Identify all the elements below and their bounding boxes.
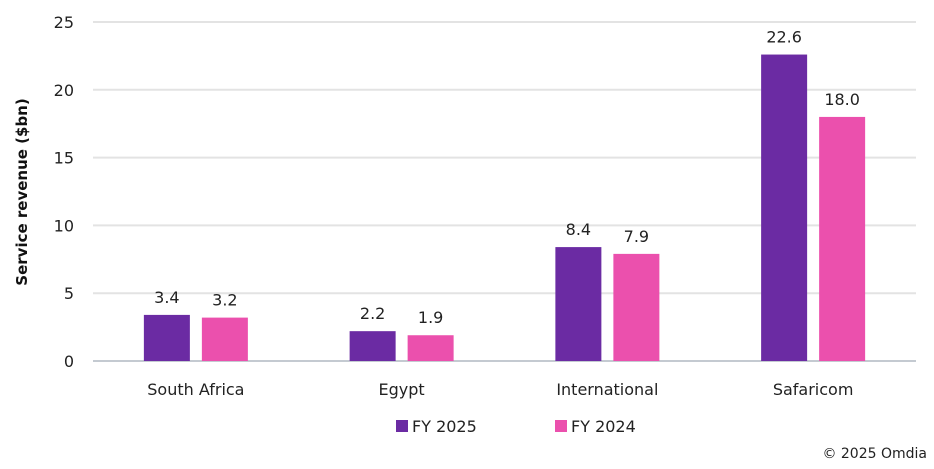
- bar: [143, 314, 190, 361]
- x-tick-label: Egypt: [379, 380, 425, 399]
- x-tick-label: Safaricom: [773, 380, 854, 399]
- data-label: 3.2: [212, 291, 237, 310]
- y-tick-label: 15: [54, 149, 74, 168]
- y-axis-ticks: 0 5 10 15 20 25: [54, 13, 74, 371]
- legend-label: FY 2025: [412, 417, 477, 436]
- data-label: 22.6: [766, 28, 802, 47]
- bar: [761, 54, 808, 361]
- y-tick-label: 5: [64, 284, 74, 303]
- bar: [613, 253, 660, 361]
- legend-label: FY 2024: [571, 417, 636, 436]
- legend-swatch: [555, 420, 567, 432]
- x-tick-label: South Africa: [147, 380, 244, 399]
- bars: 3.4 3.2 2.2 1.9 8.4 7.9 22.6 18.0: [143, 28, 866, 361]
- x-tick-label: International: [556, 380, 658, 399]
- copyright-notice: © 2025 Omdia: [822, 446, 927, 462]
- data-label: 7.9: [624, 227, 649, 246]
- data-label: 18.0: [824, 90, 860, 109]
- legend: FY 2025 FY 2024: [396, 417, 636, 436]
- data-label: 8.4: [566, 220, 591, 239]
- data-label: 1.9: [418, 308, 443, 327]
- bar: [201, 317, 248, 361]
- bar: [349, 331, 396, 361]
- bar: [819, 116, 866, 361]
- y-tick-label: 20: [54, 81, 74, 100]
- data-label: 3.4: [154, 288, 179, 307]
- y-tick-label: 10: [54, 216, 74, 235]
- data-label: 2.2: [360, 304, 385, 323]
- x-axis-categories: South Africa Egypt International Safaricom: [147, 380, 853, 399]
- bar: [555, 247, 602, 361]
- y-tick-label: 25: [54, 13, 74, 32]
- legend-swatch: [396, 420, 408, 432]
- bar: [407, 335, 454, 361]
- y-axis-label: Service revenue ($bn): [13, 98, 31, 285]
- y-tick-label: 0: [64, 352, 74, 371]
